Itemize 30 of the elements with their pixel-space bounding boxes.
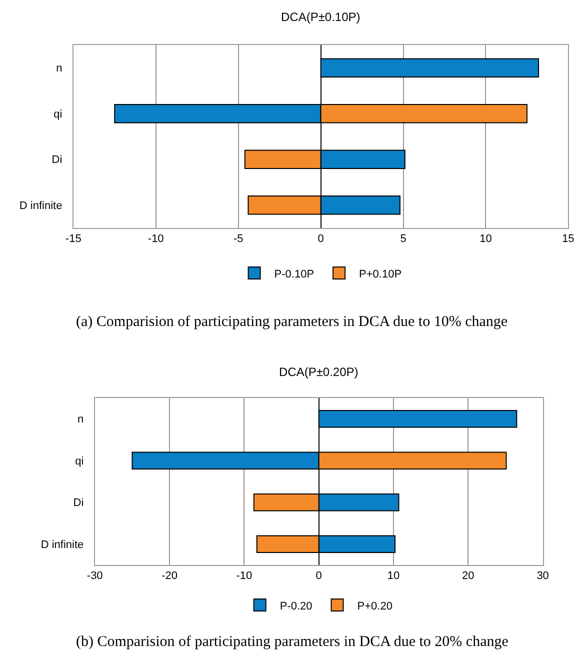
chart-title: DCA(P±0.10P): [281, 10, 360, 24]
y-tick-label: n: [78, 414, 84, 426]
y-tick-label: D infinite: [19, 200, 62, 212]
x-tick-label: 30: [536, 570, 549, 582]
x-tick-label: -10: [148, 233, 164, 246]
x-tick-label: 10: [480, 233, 492, 246]
x-tick-label: 15: [562, 233, 574, 246]
x-tick-label: -30: [86, 570, 103, 582]
legend-label: P-0.10P: [274, 268, 314, 280]
x-tick-label: 0: [316, 570, 322, 582]
x-tick-label: 20: [462, 570, 474, 582]
x-tick-label: 5: [400, 233, 406, 246]
legend-label: P-0.20: [280, 600, 312, 612]
y-tick-label: qi: [75, 455, 84, 468]
y-tick-label: D infinite: [40, 538, 84, 551]
legend-label: P+0.20: [357, 600, 392, 612]
y-tick-label: Di: [52, 154, 62, 166]
x-tick-label: -20: [162, 570, 178, 582]
legend-label: P+0.10P: [359, 268, 402, 280]
y-tick-label: Di: [73, 497, 84, 510]
x-tick-label: -15: [65, 233, 82, 246]
text: (a) Comparision of participating parameters in DCA due to 10% change: [76, 314, 508, 330]
x-tick-label: -10: [236, 570, 252, 582]
y-tick-label: n: [56, 62, 62, 75]
chart-title: DCA(P±0.20P): [279, 365, 358, 379]
x-tick-label: 0: [318, 233, 324, 246]
text: (b) Comparision of participating parameters in DCA due to 20% change: [76, 634, 509, 650]
x-tick-label: -5: [233, 233, 244, 246]
x-tick-label: 10: [387, 570, 400, 582]
y-tick-label: qi: [54, 108, 62, 120]
